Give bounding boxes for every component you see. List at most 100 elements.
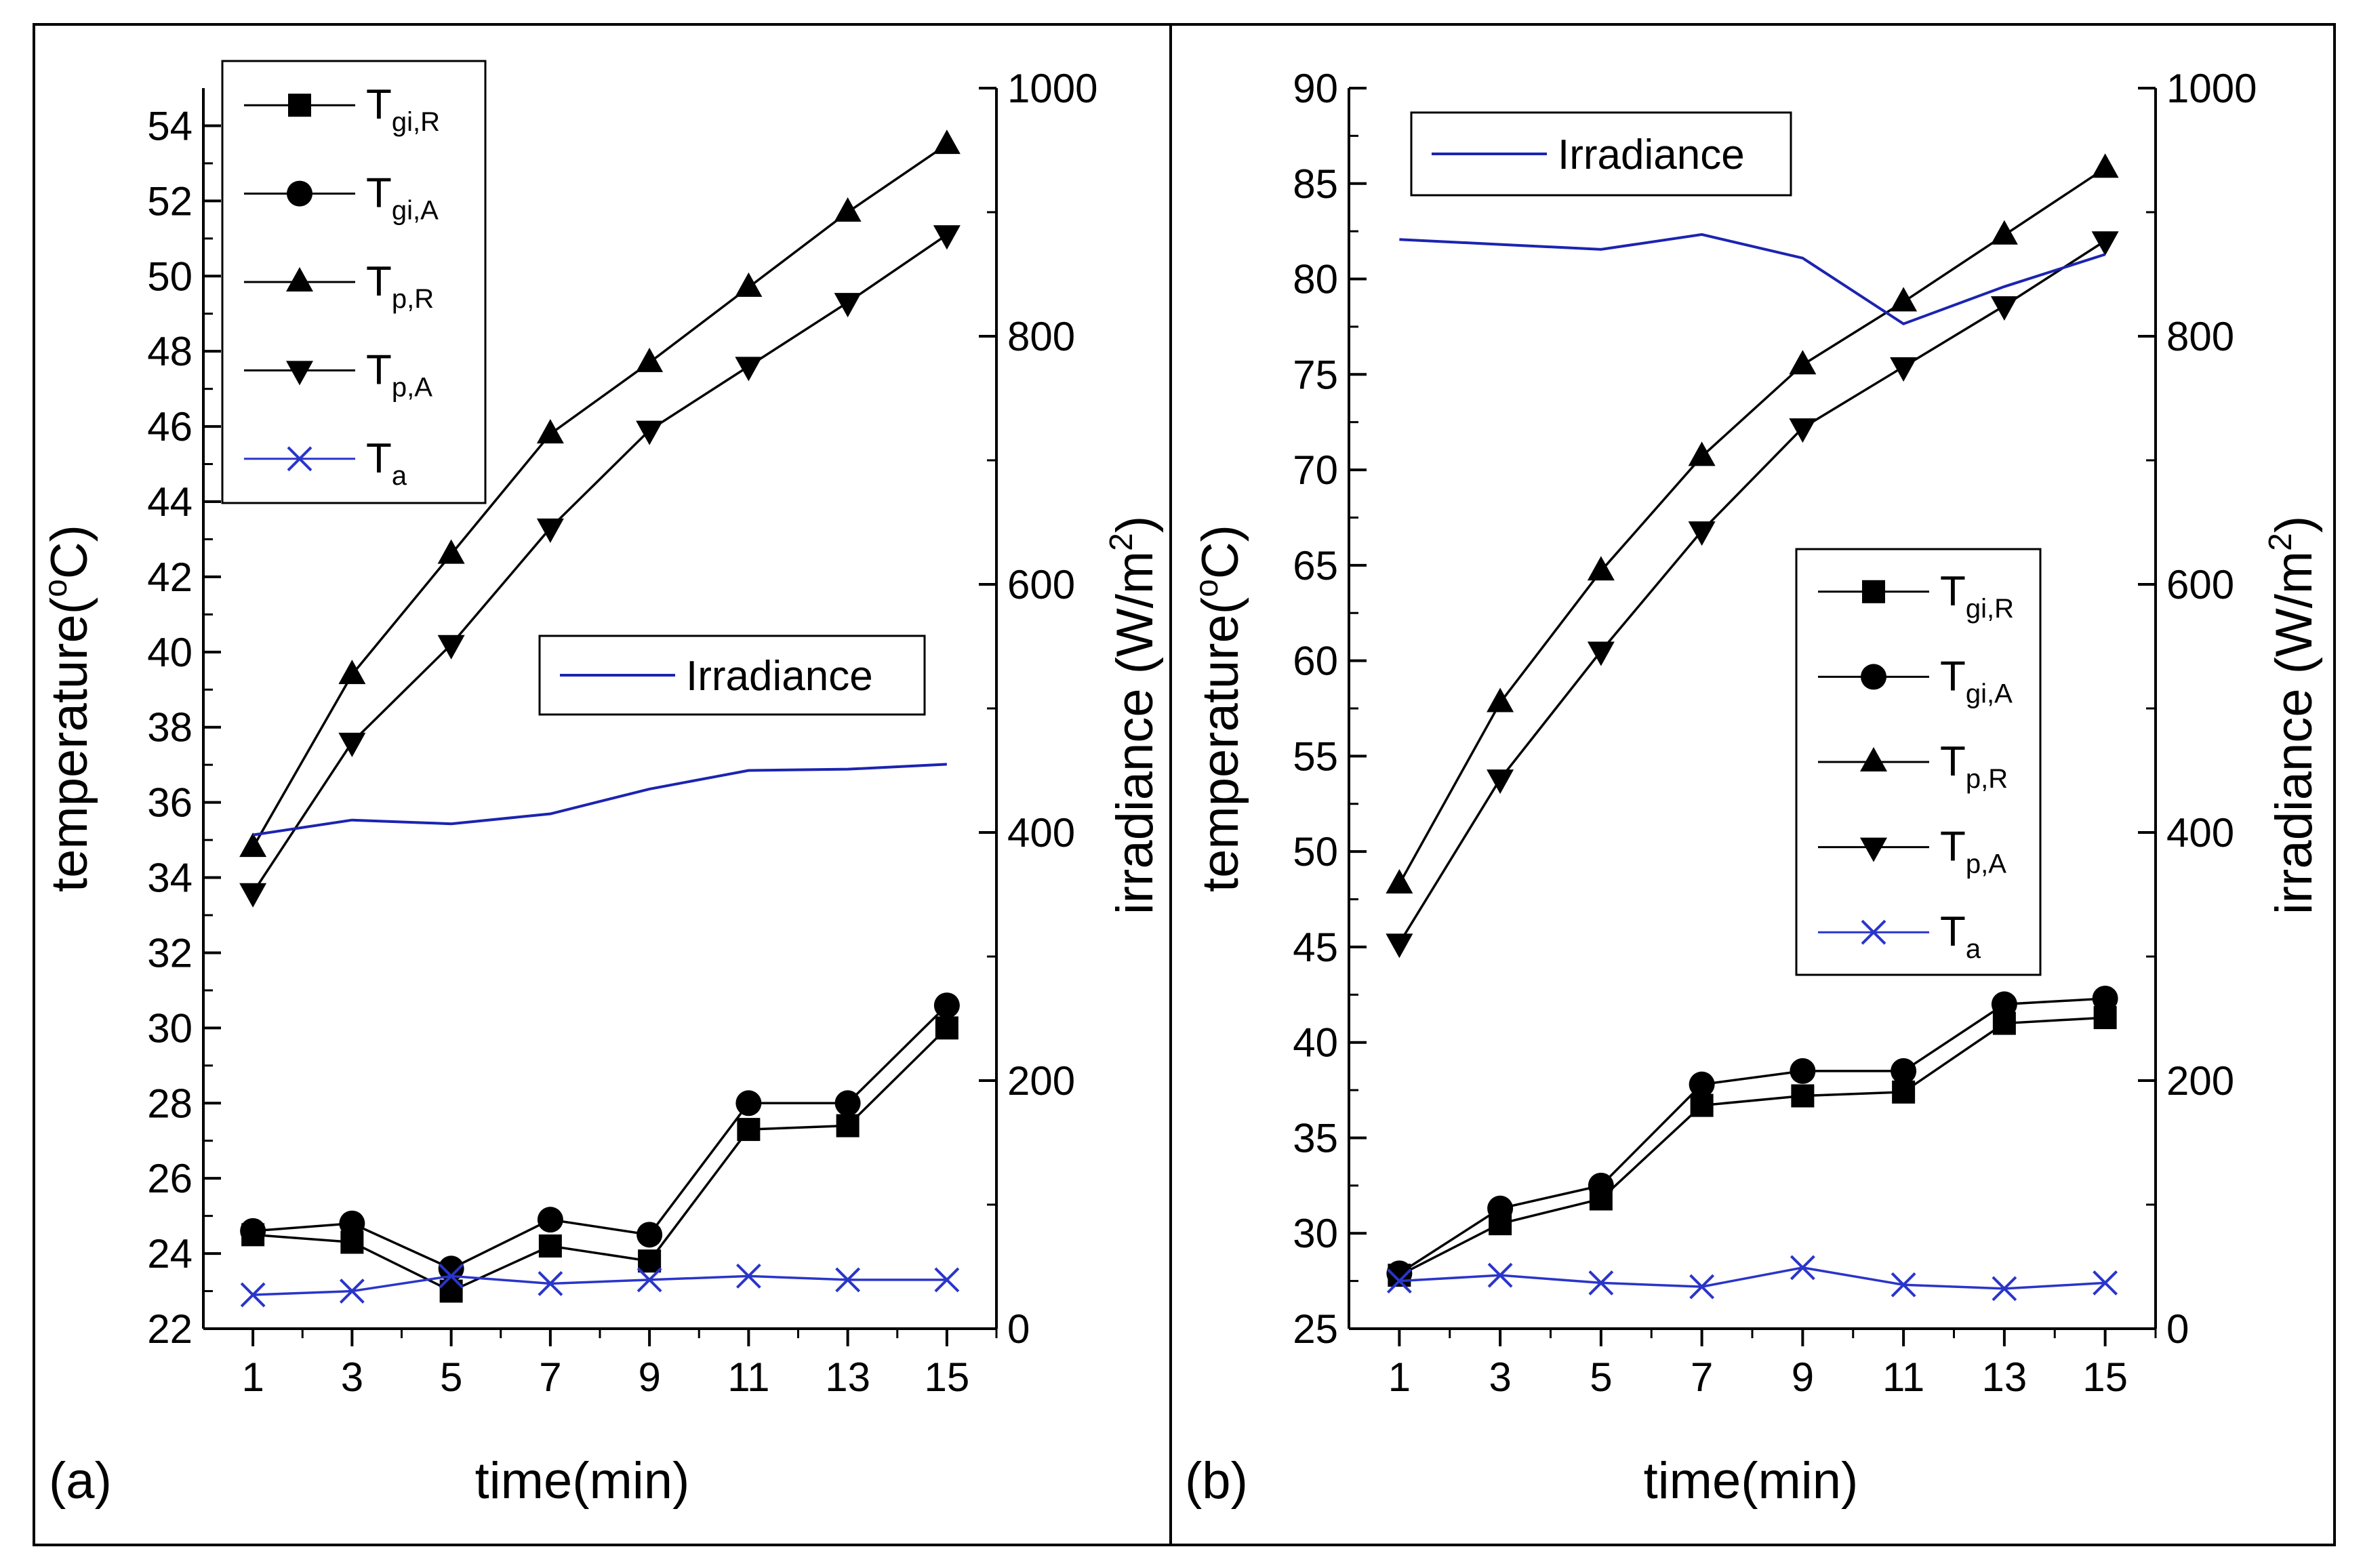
data-point-t-gi-a — [933, 992, 960, 1019]
data-point-t-p-a — [1587, 641, 1615, 666]
data-point-t-p-r — [1386, 869, 1413, 894]
y-tick-label: 48 — [147, 329, 193, 374]
y-axis-title-b: temperature(oC) — [1189, 525, 1249, 892]
y-tick-label: 44 — [147, 479, 193, 525]
series-line-t-p-a — [251, 233, 948, 893]
legend-entry-label: Tgi,A — [1940, 653, 2013, 708]
legend-entry-label: Irradiance — [1558, 132, 1745, 178]
panel-label-a: (a) — [49, 1452, 112, 1510]
x-tick-label: 7 — [1691, 1354, 1713, 1400]
series-line-t-a — [1399, 1266, 2105, 1290]
data-point-t-p-r — [735, 272, 763, 297]
x-tick-label: 13 — [825, 1354, 870, 1400]
series-line-t-a — [253, 1274, 947, 1296]
y-tick-label: 35 — [1293, 1115, 1338, 1161]
legend-entry-label: Ta — [1940, 908, 1981, 964]
data-point-t-a — [2093, 1270, 2118, 1295]
y2-tick-label: 800 — [2166, 314, 2234, 359]
chart-panel-a: 22 24 26 28 30 32 34 36 38 40 42 44 46 48 50 52 54 0 200 40… — [38, 60, 1164, 1510]
y-tick-label: 75 — [1293, 352, 1338, 397]
legend-main-a: Tgi,R Tgi,A Tp,R Tp,A Ta — [221, 60, 487, 504]
y2-tick-label: 200 — [1007, 1058, 1075, 1104]
data-point-t-gi-a — [1689, 1071, 1715, 1098]
legend-marker — [1861, 664, 1886, 690]
data-point-t-a — [1588, 1270, 1614, 1295]
y-tick-label: 55 — [1293, 733, 1338, 779]
x-tick-label: 3 — [341, 1354, 363, 1400]
data-point-t-p-r — [2091, 153, 2119, 178]
data-point-t-gi-a — [240, 1218, 266, 1244]
legend-entry-label: Tp,A — [1940, 824, 2006, 879]
data-point-t-p-a — [2091, 231, 2119, 256]
y2-tick-label: 0 — [1007, 1306, 1030, 1352]
data-point-t-p-r — [1487, 687, 1514, 712]
data-point-t-a — [1891, 1272, 1916, 1298]
data-point-t-p-a — [1789, 418, 1817, 443]
y-tick-label: 45 — [1293, 925, 1338, 970]
y-tick-label: 30 — [147, 1005, 193, 1051]
data-point-t-gi-a — [2092, 985, 2118, 1011]
legend-marker — [1860, 837, 1887, 862]
x-axis-title-a: time(min) — [475, 1452, 690, 1510]
data-point-t-a — [538, 1271, 563, 1296]
y-tick-label: 50 — [1293, 829, 1338, 875]
data-point-t-gi-r — [836, 1114, 860, 1138]
data-point-t-p-a — [933, 225, 961, 250]
x-tick-label: 5 — [440, 1354, 462, 1400]
data-point-t-a — [637, 1267, 662, 1293]
series-line-t-gi-r — [252, 1027, 948, 1293]
data-point-t-a — [339, 1279, 365, 1304]
y-tick-label: 40 — [147, 630, 193, 675]
x-tick-label: 13 — [1982, 1354, 2027, 1400]
x-tick-label: 7 — [539, 1354, 561, 1400]
data-point-t-gi-a — [1487, 1195, 1514, 1222]
data-point-t-p-r — [1587, 556, 1615, 581]
x-tick-label: 11 — [1882, 1354, 1924, 1400]
data-point-t-gi-r — [1690, 1093, 1714, 1117]
data-point-t-gi-a — [637, 1222, 663, 1248]
y-tick-label: 36 — [147, 780, 193, 826]
series-line-t-gi-a — [252, 1004, 948, 1270]
x-tick-label: 1 — [241, 1354, 264, 1400]
data-point-t-p-a — [1990, 296, 2018, 321]
y2-tick-label: 600 — [2166, 562, 2234, 607]
data-point-t-p-a — [338, 732, 366, 757]
data-point-t-gi-a — [1991, 991, 2017, 1018]
data-point-t-p-r — [437, 539, 465, 564]
panel-label-b: (b) — [1185, 1452, 1248, 1510]
legend-marker — [287, 446, 312, 472]
y-tick-label: 80 — [1293, 257, 1338, 302]
y-tick-label: 52 — [147, 178, 193, 224]
legend-marker — [1862, 580, 1885, 603]
data-point-t-gi-r — [1892, 1080, 1916, 1104]
series-line-irradiance — [252, 763, 947, 837]
series-line-t-gi-a — [1398, 997, 2105, 1274]
legend-marker — [1860, 747, 1887, 771]
data-point-t-a — [735, 1263, 761, 1289]
data-point-t-gi-a — [1790, 1058, 1816, 1084]
y-tick-label: 40 — [1293, 1020, 1338, 1066]
legend-marker — [287, 180, 312, 207]
y2-tick-label: 600 — [1007, 562, 1075, 607]
x-tick-label: 9 — [638, 1354, 660, 1400]
data-point-t-p-a — [239, 883, 267, 908]
data-point-t-gi-a — [537, 1207, 563, 1233]
y2-tick-label: 400 — [2166, 810, 2234, 856]
y-axis-title-a: temperature(oC) — [38, 525, 98, 892]
data-point-t-p-a — [1386, 933, 1413, 959]
legend-irradiance-b: Irradiance — [1410, 111, 1792, 197]
data-point-t-p-a — [536, 518, 564, 543]
x-tick-label: 9 — [1792, 1354, 1814, 1400]
data-point-t-p-r — [933, 129, 961, 155]
data-point-t-a — [835, 1267, 861, 1293]
y-tick-label: 25 — [1293, 1306, 1338, 1352]
data-point-t-p-r — [1890, 287, 1918, 312]
series-line-irradiance — [1399, 233, 2106, 325]
y-tick-label: 46 — [147, 404, 193, 449]
data-point-t-gi-a — [1588, 1172, 1614, 1199]
y-tick-label: 50 — [147, 254, 193, 299]
data-point-t-a — [1487, 1262, 1513, 1288]
data-point-t-p-a — [834, 293, 862, 318]
data-point-t-p-r — [536, 419, 564, 444]
